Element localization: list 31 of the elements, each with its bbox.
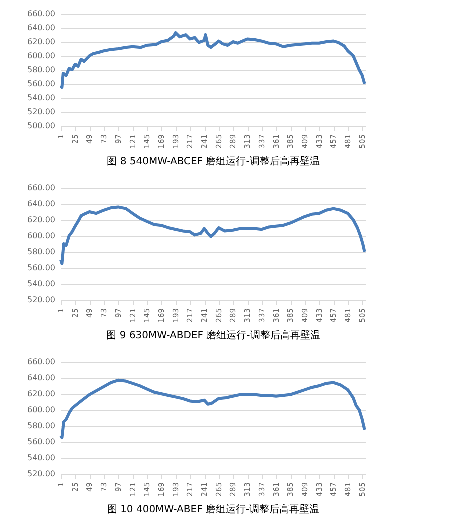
y-tick-label: 640.00 — [28, 24, 56, 32]
y-tick-label: 600.00 — [28, 406, 56, 414]
y-tick-label: 540.00 — [28, 454, 56, 462]
y-tick-label: 640.00 — [28, 374, 56, 382]
y-tick-label: 560.00 — [28, 438, 56, 446]
y-tick-label: 660.00 — [28, 184, 56, 192]
y-tick-label: 560.00 — [28, 264, 56, 272]
text: 图 8 540MW-ABCEF 磨组运行-调整后高再壁温 — [107, 155, 320, 168]
line-series — [60, 378, 366, 440]
y-tick-label: 540.00 — [28, 94, 56, 102]
y-tick-label: 660.00 — [28, 10, 56, 18]
y-tick-label: 520.00 — [28, 108, 56, 116]
y-tick-label: 580.00 — [28, 66, 56, 74]
y-tick-label: 620.00 — [28, 38, 56, 46]
text: 图 10 400MW-ABEF 磨组运行-调整后高再壁温 — [107, 503, 320, 516]
y-tick-label: 520.00 — [28, 470, 56, 478]
y-tick-label: 620.00 — [28, 216, 56, 224]
y-tick-label: 520.00 — [28, 296, 56, 304]
y-tick-label: 500.00 — [28, 122, 56, 130]
y-tick-label: 600.00 — [28, 232, 56, 240]
text: 图 9 630MW-ABDEF 磨组运行-调整后高再壁温 — [106, 329, 320, 342]
y-tick-label: 580.00 — [28, 422, 56, 430]
line-series — [60, 31, 366, 89]
y-tick-label: 540.00 — [28, 280, 56, 288]
y-tick-label: 600.00 — [28, 52, 56, 60]
y-tick-label: 560.00 — [28, 80, 56, 88]
y-tick-label: 620.00 — [28, 390, 56, 398]
y-tick-label: 660.00 — [28, 358, 56, 366]
y-tick-label: 580.00 — [28, 248, 56, 256]
y-tick-label: 640.00 — [28, 200, 56, 208]
line-series — [60, 206, 366, 266]
